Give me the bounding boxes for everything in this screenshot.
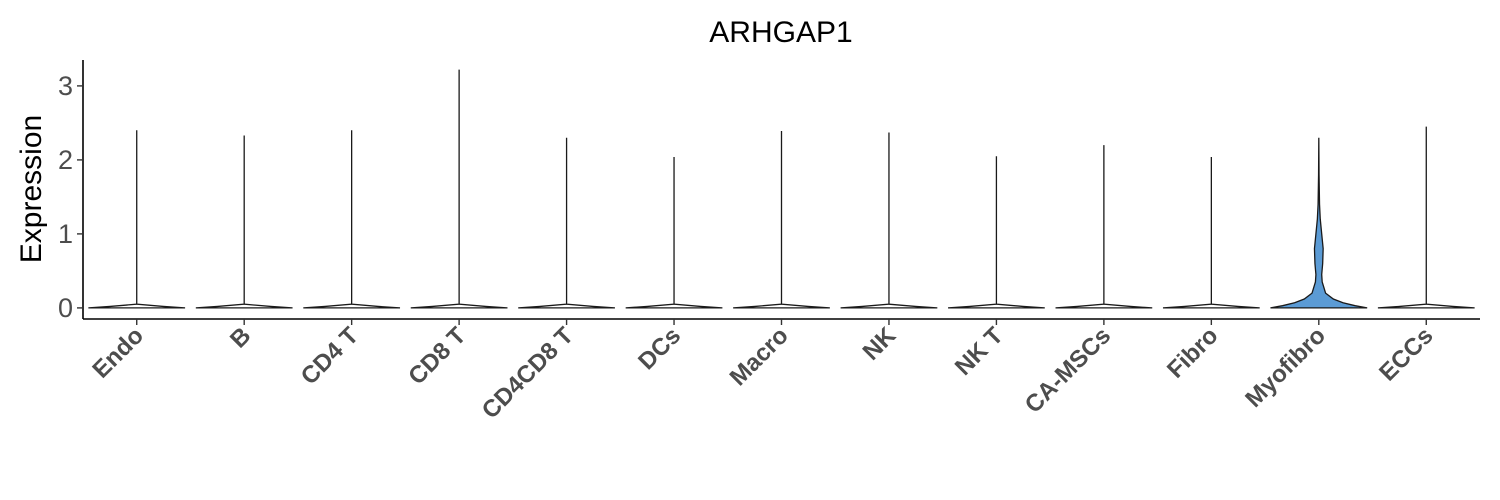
y-axis-label: Expression bbox=[15, 115, 48, 263]
x-tick-label: ECCs bbox=[1374, 322, 1438, 386]
violin-nk bbox=[840, 132, 938, 309]
x-tick-label: Macro bbox=[725, 322, 794, 391]
violin-cd4-t bbox=[303, 130, 401, 309]
violin-nk-t bbox=[948, 156, 1045, 309]
x-tick-label: CD4 T bbox=[296, 322, 364, 390]
x-tick-label: Fibro bbox=[1162, 322, 1224, 384]
y-tick-label: 0 bbox=[58, 293, 73, 323]
x-tick-label: Endo bbox=[87, 322, 149, 384]
violin-macro bbox=[733, 131, 830, 309]
y-tick-label: 1 bbox=[58, 219, 73, 249]
violin-group bbox=[88, 69, 1475, 309]
x-tick-label: Myofibro bbox=[1240, 322, 1331, 413]
x-tick-label: NK bbox=[858, 322, 902, 366]
x-tick-label: DCs bbox=[633, 322, 686, 375]
violin-endo bbox=[88, 130, 186, 309]
x-tick-label: CA-MSCs bbox=[1020, 322, 1116, 418]
violin-cd4cd8-t bbox=[518, 137, 615, 309]
x-tick-label: CD8 T bbox=[403, 322, 471, 390]
x-tick-label: B bbox=[225, 322, 256, 353]
violin-cd8-t bbox=[410, 69, 508, 309]
violin-b bbox=[195, 135, 293, 309]
violin-eccs bbox=[1377, 126, 1475, 309]
x-tick-label: CD4CD8 T bbox=[477, 322, 579, 424]
violin-myofibro bbox=[1270, 137, 1368, 309]
violin-dcs bbox=[625, 156, 723, 309]
violin-ca-mscs bbox=[1055, 145, 1153, 309]
x-axis: Endo B CD4 T CD8 T CD4CD8 T DCs Macro NK NK T CA-… bbox=[83, 318, 1480, 424]
y-tick-label: 3 bbox=[58, 71, 73, 101]
y-axis: 0 1 2 3 bbox=[58, 60, 84, 323]
violin-fibro bbox=[1162, 156, 1260, 309]
y-tick-label: 2 bbox=[58, 145, 73, 175]
x-tick-label: NK T bbox=[950, 322, 1009, 381]
chart-title: ARHGAP1 bbox=[709, 16, 852, 49]
